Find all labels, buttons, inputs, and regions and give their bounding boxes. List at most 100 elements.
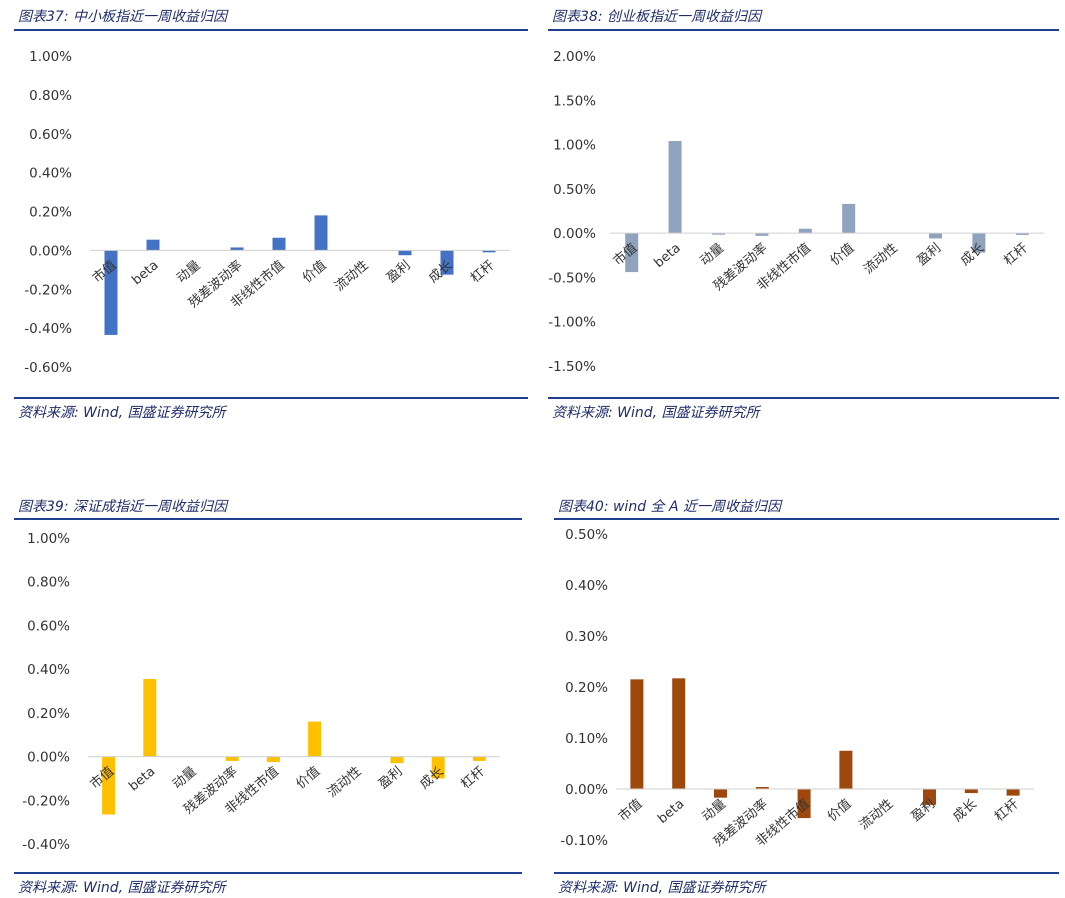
bar-5	[842, 203, 856, 234]
bar-0	[625, 233, 639, 273]
bar-7	[929, 233, 942, 239]
bar-9	[1015, 233, 1029, 235]
bar-3	[230, 247, 244, 251]
bar-5	[839, 750, 853, 789]
bar-2	[714, 789, 727, 798]
title-rule	[14, 29, 528, 31]
bar-chart: 0.50% 0.40% 0.30% 0.20% 0.10% 0.00% -0.10% 市值 be…	[560, 527, 1034, 850]
bar-1	[146, 239, 160, 251]
y-tick-label: 1.00%	[27, 531, 70, 547]
chart-title: 图表38: 创业板指近一周收益归因	[552, 9, 761, 25]
bar-8	[431, 756, 445, 779]
category-label: 价值	[824, 796, 854, 825]
category-label: 价值	[293, 763, 323, 792]
bar-chart: 2.00% 1.50% 1.00% 0.50% 0.00% -0.50% -1.00% -1.…	[548, 49, 1044, 375]
source-rule	[14, 397, 528, 399]
bar-7	[390, 756, 404, 764]
y-tick-label: 1.00%	[553, 138, 596, 154]
y-tick-label: 0.20%	[565, 680, 608, 696]
category-label: 杠杆	[991, 796, 1021, 825]
y-tick-label: 0.80%	[27, 575, 70, 591]
category-label: 盈利	[384, 258, 414, 286]
category-label: 流动性	[332, 258, 372, 295]
source-note: 资料来源: Wind, 国盛证券研究所	[552, 405, 760, 421]
title-rule	[548, 29, 1059, 31]
bar-3	[755, 233, 769, 236]
category-label: 价值	[299, 257, 329, 286]
bar-1	[668, 141, 682, 234]
category-label: 成长	[950, 797, 980, 825]
category-label: beta	[126, 764, 158, 794]
y-tick-label: -0.10%	[560, 833, 608, 849]
y-tick-label: 2.00%	[553, 49, 596, 65]
category-label: 动量	[174, 258, 204, 286]
bar-3	[225, 756, 239, 761]
y-tick-label: 0.30%	[565, 629, 608, 645]
chart-title: 图表37: 中小板指近一周收益归因	[18, 9, 227, 25]
bar-9	[472, 756, 486, 761]
bar-0	[630, 679, 644, 789]
chart-panel-4: 图表40: wind 全 A 近一周收益归因 0.50% 0.40% 0.30% 0.…	[554, 490, 1059, 896]
bar-4	[798, 228, 812, 234]
source-rule	[14, 872, 522, 874]
bar-7	[398, 250, 412, 256]
category-label: 流动性	[325, 764, 365, 801]
source-note: 资料来源: Wind, 国盛证券研究所	[558, 880, 766, 896]
y-tick-label: 0.20%	[29, 205, 72, 221]
category-label: 杠杆	[458, 763, 488, 792]
bar-0	[104, 250, 118, 335]
category-label: 流动性	[857, 797, 897, 834]
source-rule	[548, 397, 1059, 399]
y-tick-label: 0.10%	[565, 731, 608, 747]
bar-9	[1006, 789, 1020, 796]
y-tick-label: -1.00%	[548, 315, 596, 331]
y-tick-label: 0.60%	[27, 618, 70, 634]
category-label: 盈利	[915, 241, 945, 269]
bar-3	[755, 786, 769, 789]
y-tick-label: -0.60%	[24, 360, 72, 376]
y-tick-label: 0.40%	[565, 578, 608, 594]
bar-0	[102, 756, 116, 815]
y-tick-label: 0.50%	[553, 182, 596, 198]
bar-9	[482, 250, 496, 253]
category-label: 杠杆	[1001, 240, 1031, 269]
bar-4	[797, 789, 811, 819]
chart-title: 图表39: 深证成指近一周收益归因	[18, 499, 227, 515]
bar-chart: 1.00% 0.80% 0.60% 0.40% 0.20% 0.00% -0.20% -0.4…	[24, 49, 510, 376]
y-tick-label: 0.50%	[565, 527, 608, 543]
bar-4	[266, 756, 280, 763]
y-tick-label: -0.20%	[22, 793, 70, 809]
y-tick-label: 0.20%	[27, 706, 70, 722]
y-tick-label: -1.50%	[548, 359, 596, 375]
chart-panel-3: 图表39: 深证成指近一周收益归因 1.00% 0.80% 0.60% 0.40% 0.…	[14, 490, 522, 896]
y-tick-label: 1.00%	[29, 49, 72, 65]
y-tick-label: 0.00%	[27, 750, 70, 766]
category-label: beta	[655, 797, 687, 827]
title-rule	[14, 518, 522, 520]
y-tick-label: 0.00%	[565, 782, 608, 798]
bar-8	[964, 789, 978, 794]
bar-1	[672, 678, 686, 789]
source-note: 资料来源: Wind, 国盛证券研究所	[18, 405, 226, 421]
y-tick-label: -0.40%	[24, 321, 72, 337]
category-label: 流动性	[861, 241, 901, 278]
category-label: 杠杆	[467, 257, 497, 286]
title-rule	[554, 518, 1059, 520]
y-tick-label: -0.50%	[548, 270, 596, 286]
source-note: 资料来源: Wind, 国盛证券研究所	[18, 880, 226, 896]
bar-5	[314, 215, 328, 251]
source-rule	[554, 872, 1059, 874]
y-tick-label: 1.50%	[553, 93, 596, 109]
category-label: 盈利	[376, 764, 406, 792]
bar-1	[143, 678, 157, 757]
bar-4	[272, 237, 286, 251]
category-label: 动量	[698, 241, 728, 269]
category-label: 市值	[615, 796, 645, 825]
bar-5	[308, 721, 322, 757]
y-tick-label: 0.00%	[29, 243, 72, 259]
y-tick-label: 0.60%	[29, 127, 72, 143]
chart-panel-2: 图表38: 创业板指近一周收益归因 2.00% 1.50% 1.00% 0.50% 0.…	[548, 0, 1059, 430]
chart-panel-1: 图表37: 中小板指近一周收益归因 1.00% 0.80% 0.60% 0.40% 0.…	[14, 0, 528, 430]
y-tick-label: 0.80%	[29, 88, 72, 104]
category-label: beta	[652, 241, 684, 271]
